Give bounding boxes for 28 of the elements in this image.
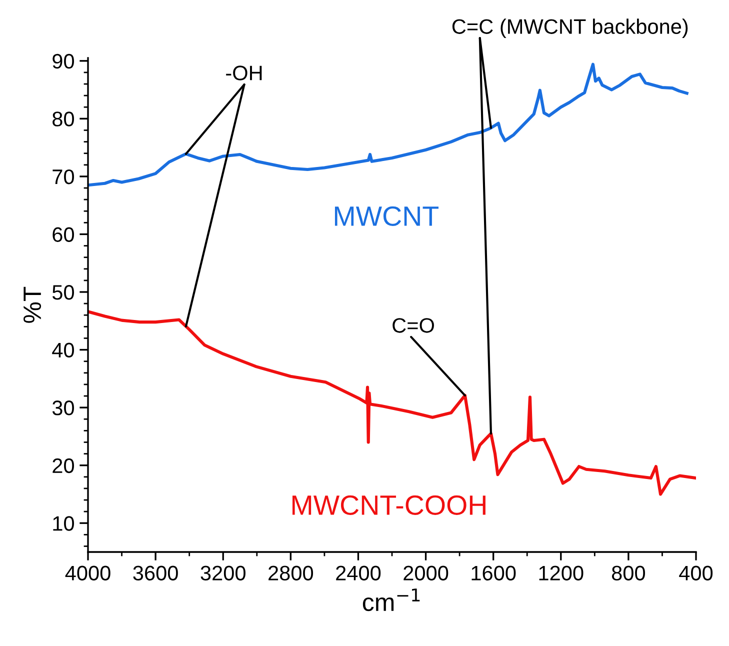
y-tick-label: 40 [52, 342, 74, 358]
series-label: MWCNT-COOH [292, 495, 486, 515]
x-tick-label: 400 [679, 566, 713, 580]
x-tick-label: 4000 [65, 566, 110, 580]
x-tick-label: 2800 [268, 566, 314, 580]
x-tick-label: 1200 [539, 566, 584, 580]
y-axis-title: %T [24, 286, 42, 323]
x-tick-label: 3600 [133, 566, 178, 580]
annotation: C=O [392, 318, 434, 333]
x-axis-title: cm$^{−1}$ [362, 588, 420, 612]
line-series [88, 62, 688, 187]
line-series [88, 310, 696, 496]
y-tick-label: 60 [52, 227, 74, 242]
x-tick-label: 1600 [472, 566, 516, 580]
x-tick-label: 3200 [200, 566, 246, 580]
x-tick-label: 2400 [336, 566, 381, 580]
y-tick-label: 30 [52, 400, 74, 416]
y-tick-label: 80 [52, 112, 74, 126]
annotation: -OH [226, 66, 262, 80]
y-tick-label: 50 [52, 285, 74, 300]
y-tick-label: 90 [52, 54, 74, 69]
y-tick-label: 10 [53, 516, 74, 531]
y-tick-label: 20 [52, 458, 74, 474]
series-label: MWCNT [334, 206, 439, 226]
x-tick-label: 800 [612, 566, 646, 580]
annotation: C=C (MWCNT backbone) [452, 18, 688, 38]
x-tick-label: 2000 [404, 566, 448, 580]
y-tick-label: 70 [52, 169, 74, 184]
